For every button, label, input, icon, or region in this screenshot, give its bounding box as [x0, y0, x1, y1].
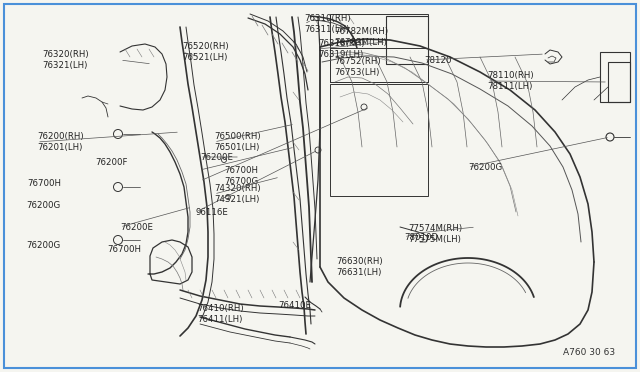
Text: 76782M(RH)
76783M(LH): 76782M(RH) 76783M(LH)	[334, 27, 388, 47]
Bar	[330, 84, 428, 196]
Bar	[608, 62, 630, 102]
Bar	[330, 48, 428, 82]
Text: 76410(RH)
76411(LH): 76410(RH) 76411(LH)	[197, 304, 244, 324]
Text: 76410E: 76410E	[278, 301, 311, 310]
Text: 76200E: 76200E	[120, 222, 153, 231]
Text: 76310(RH)
76311(LH): 76310(RH) 76311(LH)	[304, 14, 351, 34]
Text: 76200G: 76200G	[26, 241, 60, 250]
Bar	[330, 14, 428, 82]
Text: 76200G: 76200G	[468, 163, 502, 171]
Text: 76200F: 76200F	[95, 157, 127, 167]
Text: 74320(RH)
74321(LH): 74320(RH) 74321(LH)	[214, 184, 260, 204]
Text: 76700H: 76700H	[27, 179, 61, 187]
Text: 76700H: 76700H	[224, 166, 258, 174]
Text: 78120: 78120	[424, 55, 451, 64]
Text: 76700H: 76700H	[107, 244, 141, 253]
Text: 76752(RH)
76753(LH): 76752(RH) 76753(LH)	[334, 57, 381, 77]
Text: A760 30 63: A760 30 63	[563, 348, 615, 357]
Text: 76200(RH)
76201(LH): 76200(RH) 76201(LH)	[37, 132, 84, 152]
Text: 76200G: 76200G	[26, 201, 60, 209]
Text: 76500(RH)
76501(LH): 76500(RH) 76501(LH)	[214, 132, 260, 152]
Text: 76630(RH)
76631(LH): 76630(RH) 76631(LH)	[336, 257, 383, 277]
Text: 76200E: 76200E	[200, 153, 233, 161]
Text: 76318(RH)
76319(LH): 76318(RH) 76319(LH)	[318, 39, 365, 59]
Text: 76520(RH)
76521(LH): 76520(RH) 76521(LH)	[182, 42, 228, 62]
Text: 76320(RH)
76321(LH): 76320(RH) 76321(LH)	[42, 50, 88, 70]
Text: 78110(RH)
78111(LH): 78110(RH) 78111(LH)	[487, 71, 534, 91]
Text: 77574M(RH)
77575M(LH): 77574M(RH) 77575M(LH)	[408, 224, 462, 244]
Text: 78010D: 78010D	[404, 232, 438, 241]
Bar	[386, 16, 428, 64]
Bar	[600, 52, 630, 102]
Text: 76700G: 76700G	[224, 176, 259, 186]
Text: 96116E: 96116E	[196, 208, 229, 217]
